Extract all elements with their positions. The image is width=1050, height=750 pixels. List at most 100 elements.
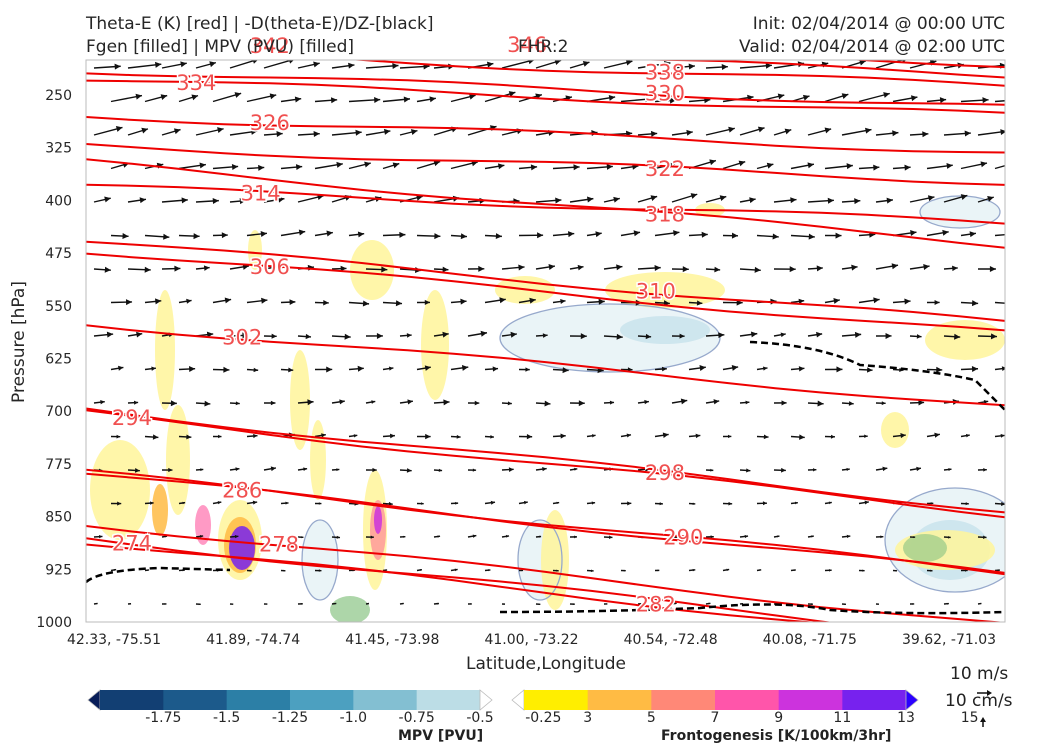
- theta-e-contour: [347, 60, 1005, 87]
- wind-vector-head: [139, 197, 146, 204]
- wind-vector-head: [318, 569, 322, 572]
- wind-vector-head: [186, 434, 192, 440]
- wind-vector-head: [136, 331, 143, 338]
- wind-vector-head: [930, 569, 933, 572]
- wind-vector-head: [574, 467, 578, 471]
- wind-vector-head: [538, 603, 541, 606]
- wind-vector-head: [609, 400, 615, 405]
- wind-vector-head: [224, 297, 232, 304]
- x-axis-label: Latitude,Longitude: [466, 654, 626, 674]
- wind-vector-head: [777, 535, 780, 538]
- wind-vector-head: [209, 61, 216, 68]
- wind-vector-head: [542, 333, 548, 338]
- wind-vector-head: [749, 197, 756, 204]
- mpv-outline: [517, 519, 563, 601]
- wind-vector: [994, 301, 1005, 304]
- colorbar-extend-left: [87, 689, 101, 711]
- wind-vector-head: [217, 127, 224, 133]
- theta-e-contour: [86, 116, 1005, 154]
- theta-e-contour: [86, 407, 1005, 514]
- wind-vector-head: [168, 467, 173, 473]
- wind-vector-head: [383, 128, 391, 135]
- wind-vector-head: [864, 500, 869, 505]
- forecast-hour: FHR:2: [518, 37, 569, 57]
- x-tick-label: 41.89, -74.74: [206, 632, 300, 648]
- wind-vector-head: [916, 334, 922, 339]
- wind-vector-head: [728, 126, 735, 133]
- colorbar-tick-label: -1.5: [213, 710, 240, 726]
- wind-vector-head: [442, 331, 449, 338]
- wind-vector-head: [526, 434, 533, 440]
- wind-vector-head: [846, 163, 853, 170]
- wind-vector-head: [406, 333, 412, 338]
- field-blob: [302, 520, 338, 600]
- wind-vector-head: [525, 367, 530, 372]
- theta-e-contour: [86, 409, 1005, 519]
- theta-e-label: 338: [645, 61, 685, 85]
- wind-vector-head: [206, 331, 214, 338]
- stability-contour: [749, 340, 1005, 411]
- wind-vector-head: [727, 434, 732, 439]
- wind-vector-head: [253, 433, 258, 439]
- wind-vector-head: [116, 434, 121, 439]
- wind-vector-head: [854, 198, 861, 205]
- wind-vector-head: [696, 300, 703, 306]
- wind-vector-head: [762, 366, 768, 371]
- wind-vector-head: [811, 535, 814, 538]
- wind-vector-head: [862, 569, 865, 572]
- wind-vector-head: [403, 535, 406, 538]
- wind-vector-head: [873, 164, 880, 171]
- wind-vector-head: [301, 536, 304, 539]
- theta-e-label: 286: [222, 479, 262, 503]
- wind-vector-head: [242, 332, 249, 339]
- wind-vector-head: [692, 568, 696, 572]
- wind-vector-head: [104, 196, 111, 203]
- wind-vector-head: [613, 196, 620, 203]
- wind-vector-head: [904, 298, 911, 305]
- wind-vector-head: [199, 162, 206, 169]
- wind-vector-head: [305, 333, 312, 340]
- theta-e-contour: [86, 525, 1005, 622]
- wind-vector-head: [989, 265, 996, 272]
- wind-vector-head: [460, 298, 467, 305]
- wind-vector-head: [131, 535, 135, 538]
- y-tick-label: 400: [45, 193, 72, 209]
- wind-vector-head: [204, 400, 211, 407]
- wind-vector-head: [456, 434, 461, 439]
- wind-vectors: [93, 60, 1005, 606]
- wind-vector-head: [231, 163, 239, 170]
- wind-vector-head: [899, 367, 904, 373]
- y-tick-label: 475: [45, 246, 72, 262]
- wind-vector-head: [864, 434, 868, 439]
- wind-vector-head: [662, 432, 669, 438]
- y-tick-label: 250: [45, 88, 72, 104]
- wind-vector-head: [793, 569, 796, 572]
- wind-vector-head: [900, 433, 906, 439]
- theta-e-contour: [86, 79, 1005, 114]
- wind-vector-head: [252, 500, 258, 505]
- wind-vector-head: [841, 93, 849, 99]
- wind-vector-head: [374, 96, 381, 103]
- wind-vector-head: [936, 366, 943, 373]
- wind-vector-head: [765, 62, 772, 69]
- wind-vector-head: [784, 128, 792, 135]
- wind-vector-head: [910, 95, 918, 102]
- theta-e-label: 302: [222, 325, 262, 349]
- wind-vector-head: [362, 300, 370, 307]
- wind-vector-head: [221, 232, 228, 239]
- wind-vector-head: [474, 400, 480, 406]
- wind-vector-head: [885, 332, 892, 339]
- x-tick-label: 41.45, -73.98: [345, 632, 439, 648]
- wind-vector-head: [323, 299, 329, 306]
- wind-vector-head: [699, 365, 706, 371]
- wind-vector-head: [266, 603, 268, 605]
- y-axis: 250 325 400 475 550 625 700 775 850 925 1000: [36, 88, 72, 631]
- wind-vector-head: [567, 231, 575, 238]
- colorbar-segment: [353, 690, 418, 710]
- x-tick-label: 40.08, -71.75: [763, 632, 857, 648]
- wind-vector-head: [478, 265, 485, 272]
- wind-vector-head: [442, 266, 449, 273]
- colorbar-tick-label: 7: [711, 710, 720, 726]
- wind-vector-head: [922, 131, 929, 138]
- field-blob: [90, 440, 150, 540]
